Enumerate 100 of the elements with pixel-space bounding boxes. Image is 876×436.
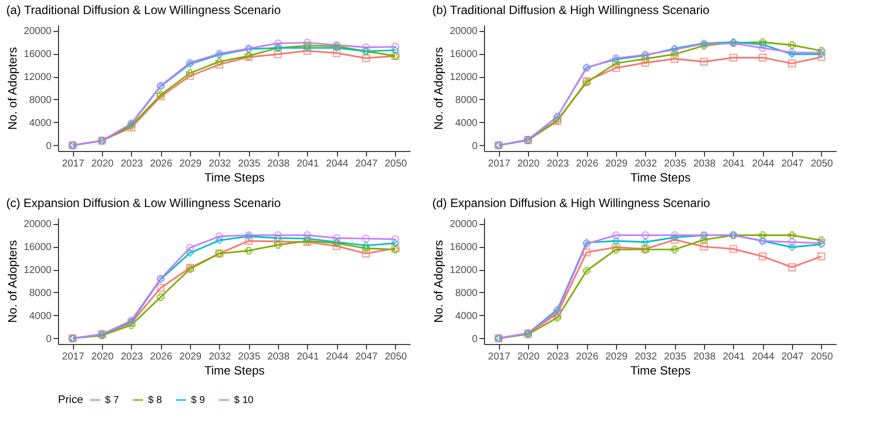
legend-label: $ 7	[105, 395, 120, 406]
point	[729, 54, 738, 62]
point	[788, 41, 796, 49]
point	[274, 50, 282, 58]
point	[186, 72, 194, 80]
point	[215, 236, 224, 244]
x-axis-title: Time Steps	[630, 170, 691, 184]
point	[670, 50, 679, 58]
point	[670, 234, 679, 242]
x-tick-label: 2017	[488, 158, 511, 170]
point	[758, 231, 767, 240]
y-tick-label: 12000	[450, 265, 478, 276]
point	[670, 54, 679, 63]
x-tick-label: 2035	[238, 158, 261, 170]
x-tick-label: 2050	[384, 158, 408, 170]
point	[758, 252, 767, 260]
y-tick-label: 0	[472, 140, 478, 152]
x-tick-label: 2023	[546, 352, 570, 362]
point	[641, 238, 650, 246]
x-tick-label: 2035	[238, 352, 261, 362]
x-tick-label: 2032	[634, 158, 658, 170]
y-tick-label: 0	[46, 334, 52, 345]
point	[303, 38, 312, 47]
point	[582, 248, 591, 256]
point	[729, 244, 738, 253]
x-tick-label: 2026	[576, 352, 599, 362]
x-tick-label: 2026	[150, 352, 173, 362]
point	[391, 42, 400, 51]
x-tick-label: 2038	[267, 158, 290, 170]
y-tick-label: 20000	[450, 219, 478, 230]
x-tick-label: 2041	[296, 352, 320, 362]
point	[758, 40, 767, 48]
x-tick-label: 2026	[576, 158, 599, 170]
point	[274, 231, 282, 240]
y-axis-title: No. of Adopters	[6, 240, 20, 323]
x-tick-label: 2047	[781, 352, 804, 362]
point	[612, 246, 620, 254]
point	[612, 236, 620, 245]
y-tick-label: 16000	[450, 49, 478, 60]
x-tick-label: 2050	[384, 352, 408, 362]
x-tick-label: 2032	[208, 352, 232, 362]
chart-title: (a) Traditional Diffusion & Low Willingness Scenario	[6, 3, 282, 17]
y-tick-label: 0	[472, 334, 478, 345]
x-axis-title: Time Steps	[204, 170, 265, 184]
chart-title: (d) Expansion Diffusion & High Willingness Scenario	[432, 196, 710, 210]
x-tick-label: 2041	[722, 158, 746, 170]
y-tick-label: 8000	[29, 288, 52, 299]
point	[758, 54, 767, 62]
x-tick-label: 2038	[693, 352, 716, 362]
x-tick-label: 2050	[810, 352, 834, 362]
y-tick-label: 12000	[24, 72, 52, 84]
point	[362, 244, 370, 252]
x-tick-label: 2032	[634, 352, 658, 362]
point	[156, 284, 165, 292]
point	[670, 231, 679, 240]
y-tick-label: 16000	[24, 49, 52, 60]
y-tick-label: 12000	[450, 72, 478, 84]
x-tick-label: 2017	[62, 158, 85, 170]
chart-title: (b) Traditional Diffusion & High Willingness Scenario	[432, 3, 710, 17]
point	[391, 235, 400, 244]
x-tick-label: 2017	[62, 352, 85, 362]
x-tick-label: 2044	[326, 158, 349, 170]
x-tick-label: 2029	[605, 352, 628, 362]
x-tick-label: 2023	[120, 352, 144, 362]
point	[127, 321, 136, 330]
point	[788, 238, 796, 246]
point	[215, 232, 224, 240]
y-tick-label: 4000	[29, 118, 52, 129]
x-tick-label: 2044	[752, 352, 775, 362]
x-tick-label: 2020	[91, 158, 114, 170]
x-tick-label: 2020	[517, 158, 540, 170]
x-axis-title: Time Steps	[630, 364, 691, 378]
x-tick-label: 2035	[664, 158, 687, 170]
point	[391, 239, 400, 248]
chart-title: (c) Expansion Diffusion & Low Willingness Scenario	[6, 196, 282, 210]
x-tick-label: 2035	[664, 352, 687, 362]
point	[553, 310, 562, 318]
point	[186, 248, 194, 257]
y-tick-label: 8000	[29, 94, 52, 106]
point	[788, 59, 796, 68]
point	[244, 246, 253, 255]
legend-label: $ 10	[234, 395, 254, 406]
point	[186, 69, 194, 78]
x-tick-label: 2044	[326, 352, 349, 362]
point	[274, 238, 282, 246]
point	[274, 234, 282, 242]
x-tick-label: 2050	[810, 158, 834, 170]
point	[332, 49, 341, 58]
point	[700, 58, 708, 66]
x-axis-title: Time Steps	[204, 364, 265, 378]
y-tick-label: 4000	[29, 310, 52, 322]
x-tick-label: 2020	[91, 352, 114, 362]
y-tick-label: 0	[46, 140, 52, 152]
point	[362, 43, 370, 52]
y-tick-label: 16000	[450, 242, 478, 254]
point	[332, 234, 341, 242]
y-tick-label: 8000	[455, 94, 478, 106]
point	[612, 231, 620, 240]
point	[274, 240, 282, 249]
y-tick-label: 16000	[24, 242, 52, 254]
